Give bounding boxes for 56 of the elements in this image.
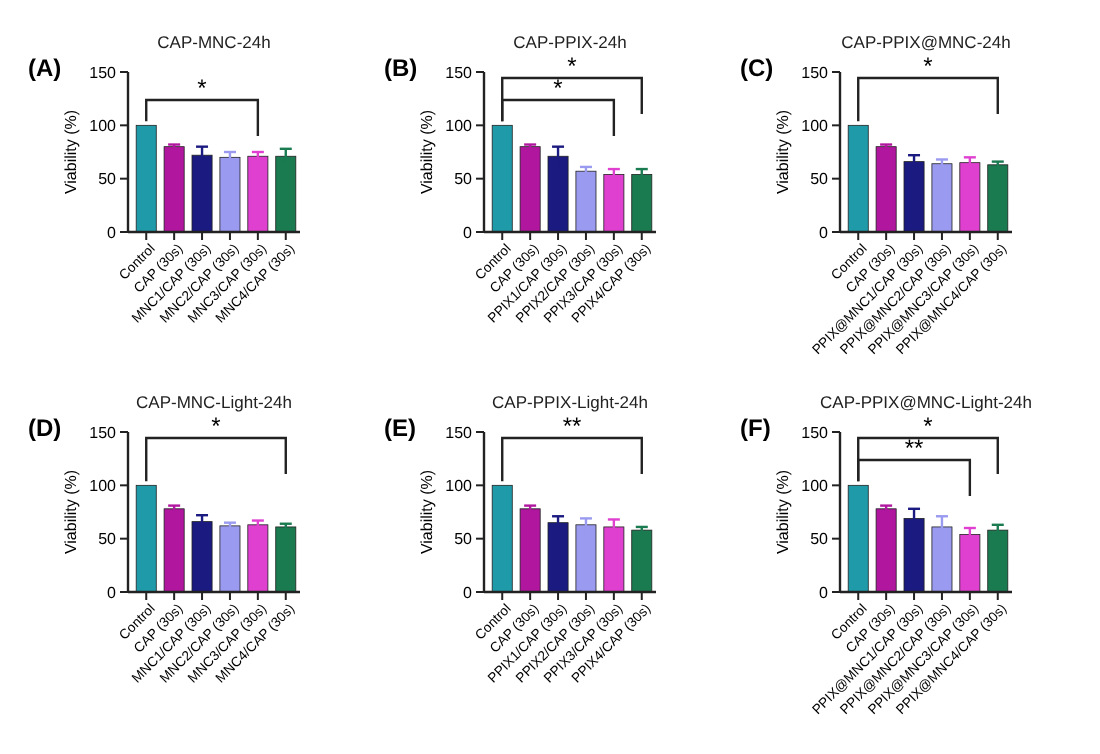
annotation: *	[567, 52, 578, 80]
y-tick-label: 150	[801, 63, 830, 82]
y-tick-label: 50	[454, 530, 474, 549]
significance-bracket: *	[145, 74, 260, 136]
text: (C)	[740, 54, 774, 82]
y-tick-label: 150	[445, 63, 474, 82]
y-tick-label: 150	[801, 423, 830, 442]
y-tick-label: 50	[98, 530, 118, 549]
y-tick-label: 50	[810, 170, 830, 189]
y-tick-label: 50	[454, 170, 474, 189]
annotation: *	[211, 412, 222, 440]
chart-title: CAP-PPIX-Light-24h	[492, 392, 649, 412]
y-tick-label: 0	[107, 583, 118, 602]
y-tick-label: 50	[98, 170, 118, 189]
y-tick-label: 50	[810, 530, 830, 549]
significance-bracket: **	[857, 434, 972, 496]
y-axis-title: Viability (%)	[418, 109, 436, 195]
y-axis-title: Viability (%)	[62, 109, 80, 195]
y-tick-label: 100	[445, 116, 474, 135]
annotation: **	[904, 434, 925, 462]
chart-title: CAP-PPIX@MNC-24h	[841, 32, 1012, 52]
y-tick-label: 100	[89, 476, 118, 495]
significance-bracket: *	[501, 74, 616, 136]
text: (D)	[28, 414, 62, 442]
annotation: *	[197, 74, 208, 102]
y-tick-label: 100	[801, 116, 830, 135]
significance-bracket: **	[501, 412, 643, 482]
y-axis-title: Viability (%)	[62, 469, 80, 555]
y-tick-label: 100	[445, 476, 474, 495]
y-tick-label: 100	[89, 116, 118, 135]
chart-title: CAP-PPIX@MNC-Light-24h	[820, 392, 1033, 412]
y-axis-title: Viability (%)	[418, 469, 436, 555]
y-tick-label: 0	[819, 223, 830, 242]
chart-title: CAP-MNC-24h	[157, 32, 272, 52]
y-tick-label: 0	[107, 223, 118, 242]
significance-bracket: *	[857, 52, 999, 122]
text: (F)	[740, 414, 771, 442]
significance-bracket: *	[145, 412, 287, 482]
y-tick-label: 150	[445, 423, 474, 442]
annotation: **	[562, 412, 582, 440]
chart-title: CAP-PPIX-24h	[513, 32, 628, 52]
chart-title: CAP-MNC-Light-24h	[136, 392, 293, 412]
y-tick-label: 150	[89, 423, 118, 442]
y-axis-title: Viability (%)	[774, 469, 792, 555]
y-tick-label: 0	[463, 583, 474, 602]
text: (B)	[384, 54, 418, 82]
annotation: *	[553, 74, 564, 102]
annotation: *	[923, 412, 934, 440]
annotation: *	[923, 52, 934, 80]
y-axis-title: Viability (%)	[774, 109, 792, 195]
text: (E)	[384, 414, 416, 442]
y-tick-label: 150	[89, 63, 118, 82]
y-tick-label: 100	[801, 476, 830, 495]
text: (A)	[28, 54, 62, 82]
y-tick-label: 0	[819, 583, 830, 602]
y-tick-label: 0	[463, 223, 474, 242]
